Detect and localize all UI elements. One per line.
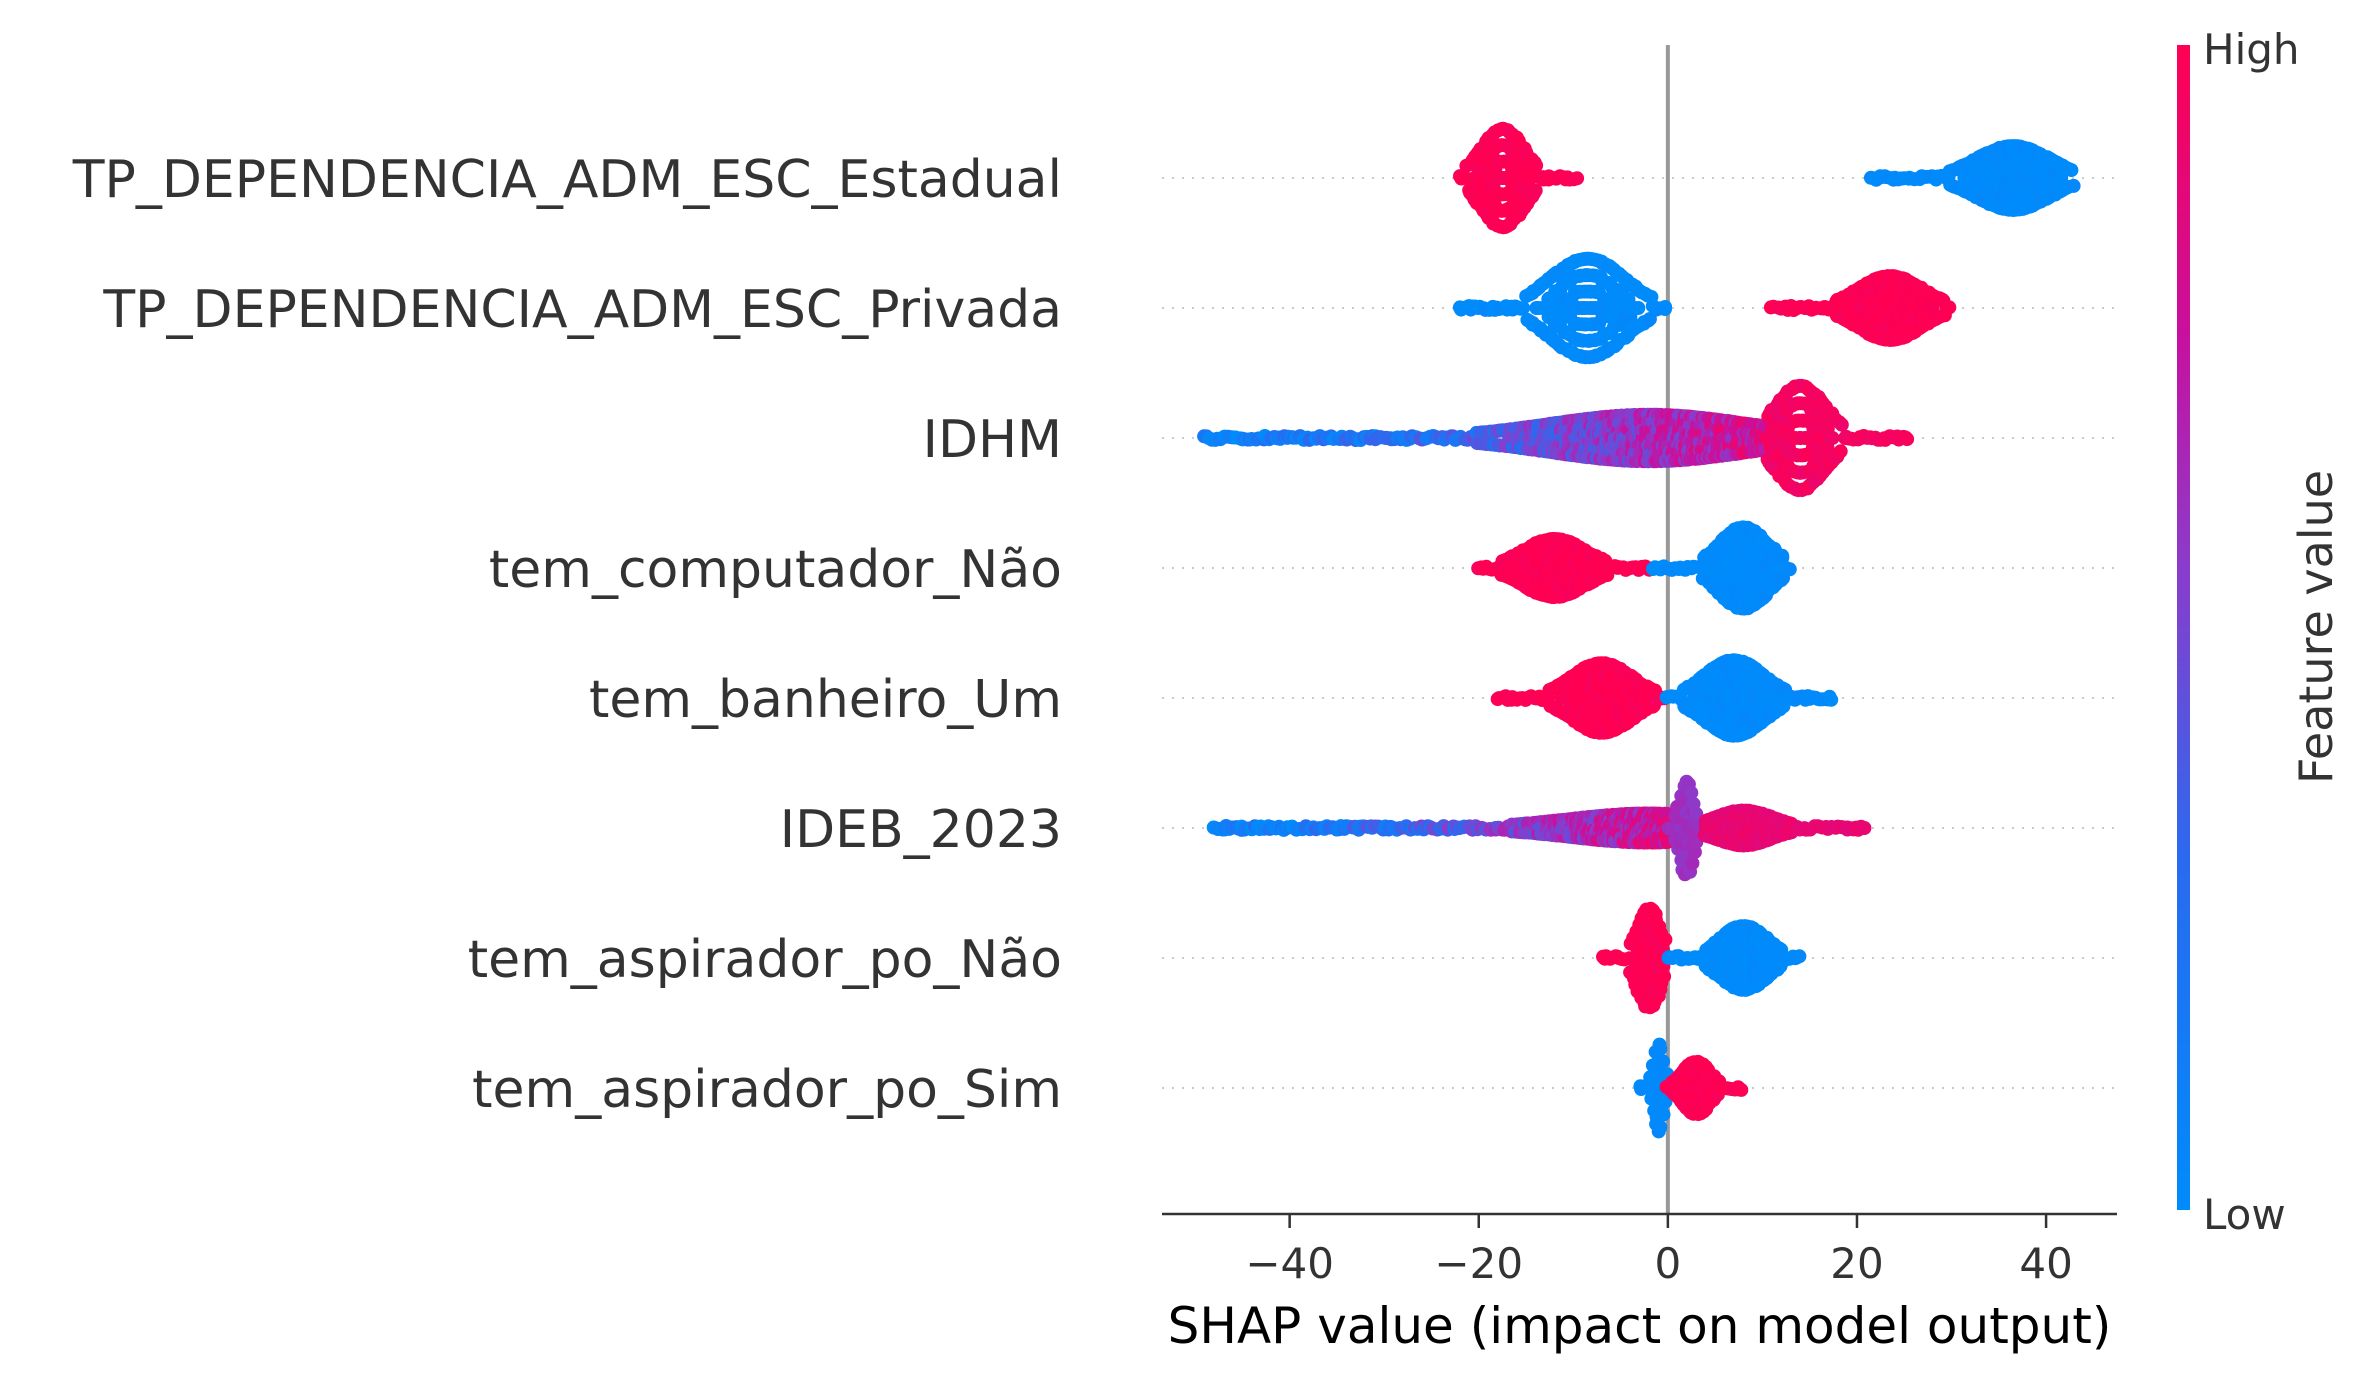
x-tick-label: 20 (1830, 1239, 1883, 1288)
shap-point (1658, 932, 1673, 947)
colorbar (2177, 45, 2190, 1210)
shap-point (1900, 432, 1915, 447)
x-tick-label: −20 (1434, 1239, 1523, 1288)
shap-point (1570, 171, 1585, 186)
feature-point-row (1490, 653, 1839, 743)
shap-point (1656, 1107, 1671, 1122)
x-tick-label: 0 (1654, 1239, 1681, 1288)
feature-label: tem_aspirador_po_Sim (472, 1060, 1062, 1120)
shap-point (1685, 856, 1700, 871)
shap-point (1782, 562, 1797, 577)
shap-point (1942, 300, 1957, 315)
shap-point (2066, 178, 2081, 193)
shap-point (1653, 1120, 1668, 1135)
shap-point (2064, 163, 2079, 178)
shap-point (1657, 969, 1672, 984)
feature-point-row (1452, 251, 1957, 365)
shap-points (1197, 121, 2081, 1139)
shap-point (1653, 1041, 1668, 1056)
feature-label: TP_DEPENDENCIA_ADM_ESC_Privada (102, 280, 1062, 340)
shap-point (1825, 431, 1840, 445)
feature-point-row (1596, 901, 1807, 1015)
x-tick-label: 40 (2019, 1239, 2072, 1288)
feature-label: TP_DEPENDENCIA_ADM_ESC_Estadual (72, 150, 1062, 210)
shap-point (1833, 444, 1848, 459)
feature-point-row (1197, 378, 1915, 498)
x-axis-label: SHAP value (impact on model output) (1168, 1297, 2112, 1355)
shap-point (1529, 158, 1544, 173)
shap-point (1834, 417, 1849, 432)
feature-labels: TP_DEPENDENCIA_ADM_ESC_Estadual TP_DEPEND… (72, 150, 1062, 1120)
shap-point (1766, 691, 1781, 705)
shap-point (1656, 1054, 1671, 1069)
shap-point (1824, 692, 1839, 707)
feature-label: tem_computador_Não (489, 540, 1062, 600)
feature-point-row (1206, 774, 1872, 882)
shap-point (1767, 561, 1782, 575)
shap-point (1658, 300, 1673, 314)
colorbar-title: Feature value (2289, 470, 2343, 784)
feature-point-row (1453, 121, 2081, 235)
colorbar-high-label: High (2203, 25, 2300, 74)
shap-point (1792, 949, 1807, 964)
x-axis-ticks: −40 −20 0 20 40 (1245, 1214, 2073, 1288)
feature-point-row (1471, 520, 1797, 616)
feature-label: IDEB_2023 (780, 800, 1062, 860)
feature-label: tem_aspirador_po_Não (468, 930, 1062, 990)
shap-point (1734, 1082, 1749, 1097)
shap-point (1528, 183, 1543, 198)
x-tick-label: −40 (1245, 1239, 1334, 1288)
feature-point-row (1633, 1037, 1749, 1139)
shap-point (1631, 301, 1646, 315)
shap-point (1684, 785, 1699, 800)
shap-point (1516, 301, 1531, 315)
feature-label: tem_banheiro_Um (589, 670, 1062, 730)
shap-point (1857, 821, 1872, 835)
feature-label: IDHM (923, 410, 1062, 470)
colorbar-low-label: Low (2203, 1190, 2286, 1239)
